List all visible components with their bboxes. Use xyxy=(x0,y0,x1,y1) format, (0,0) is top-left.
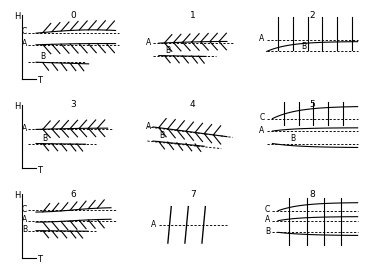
Text: 7: 7 xyxy=(190,190,196,199)
Text: A: A xyxy=(265,215,270,224)
Text: C: C xyxy=(259,113,265,122)
Text: T: T xyxy=(37,76,42,85)
Text: B: B xyxy=(165,46,170,55)
Text: C: C xyxy=(22,205,27,214)
Text: 8: 8 xyxy=(309,190,315,199)
Text: A: A xyxy=(22,215,27,224)
Text: A: A xyxy=(151,219,156,229)
Text: A: A xyxy=(259,126,265,135)
Text: C: C xyxy=(22,27,27,36)
Text: T: T xyxy=(37,166,42,175)
Text: H: H xyxy=(14,12,21,21)
Text: B: B xyxy=(40,52,45,61)
Text: 6: 6 xyxy=(70,190,76,199)
Text: A: A xyxy=(146,122,151,131)
Text: 2: 2 xyxy=(309,11,315,20)
Text: T: T xyxy=(37,255,42,264)
Text: 3: 3 xyxy=(70,100,76,109)
Text: 4: 4 xyxy=(190,100,196,109)
Text: B: B xyxy=(22,225,27,234)
Text: A: A xyxy=(146,38,151,47)
Text: H: H xyxy=(14,102,21,111)
Text: C: C xyxy=(265,205,270,214)
Text: 1: 1 xyxy=(190,11,196,20)
Text: B: B xyxy=(290,134,295,143)
Text: A: A xyxy=(22,39,27,48)
Text: B: B xyxy=(301,42,306,51)
Text: H: H xyxy=(14,191,21,200)
Text: 0: 0 xyxy=(70,11,76,20)
Text: 5: 5 xyxy=(309,100,315,109)
Text: A: A xyxy=(259,34,265,44)
Text: B: B xyxy=(159,131,164,140)
Text: B: B xyxy=(42,134,47,143)
Text: A: A xyxy=(22,124,27,133)
Text: B: B xyxy=(265,227,270,236)
